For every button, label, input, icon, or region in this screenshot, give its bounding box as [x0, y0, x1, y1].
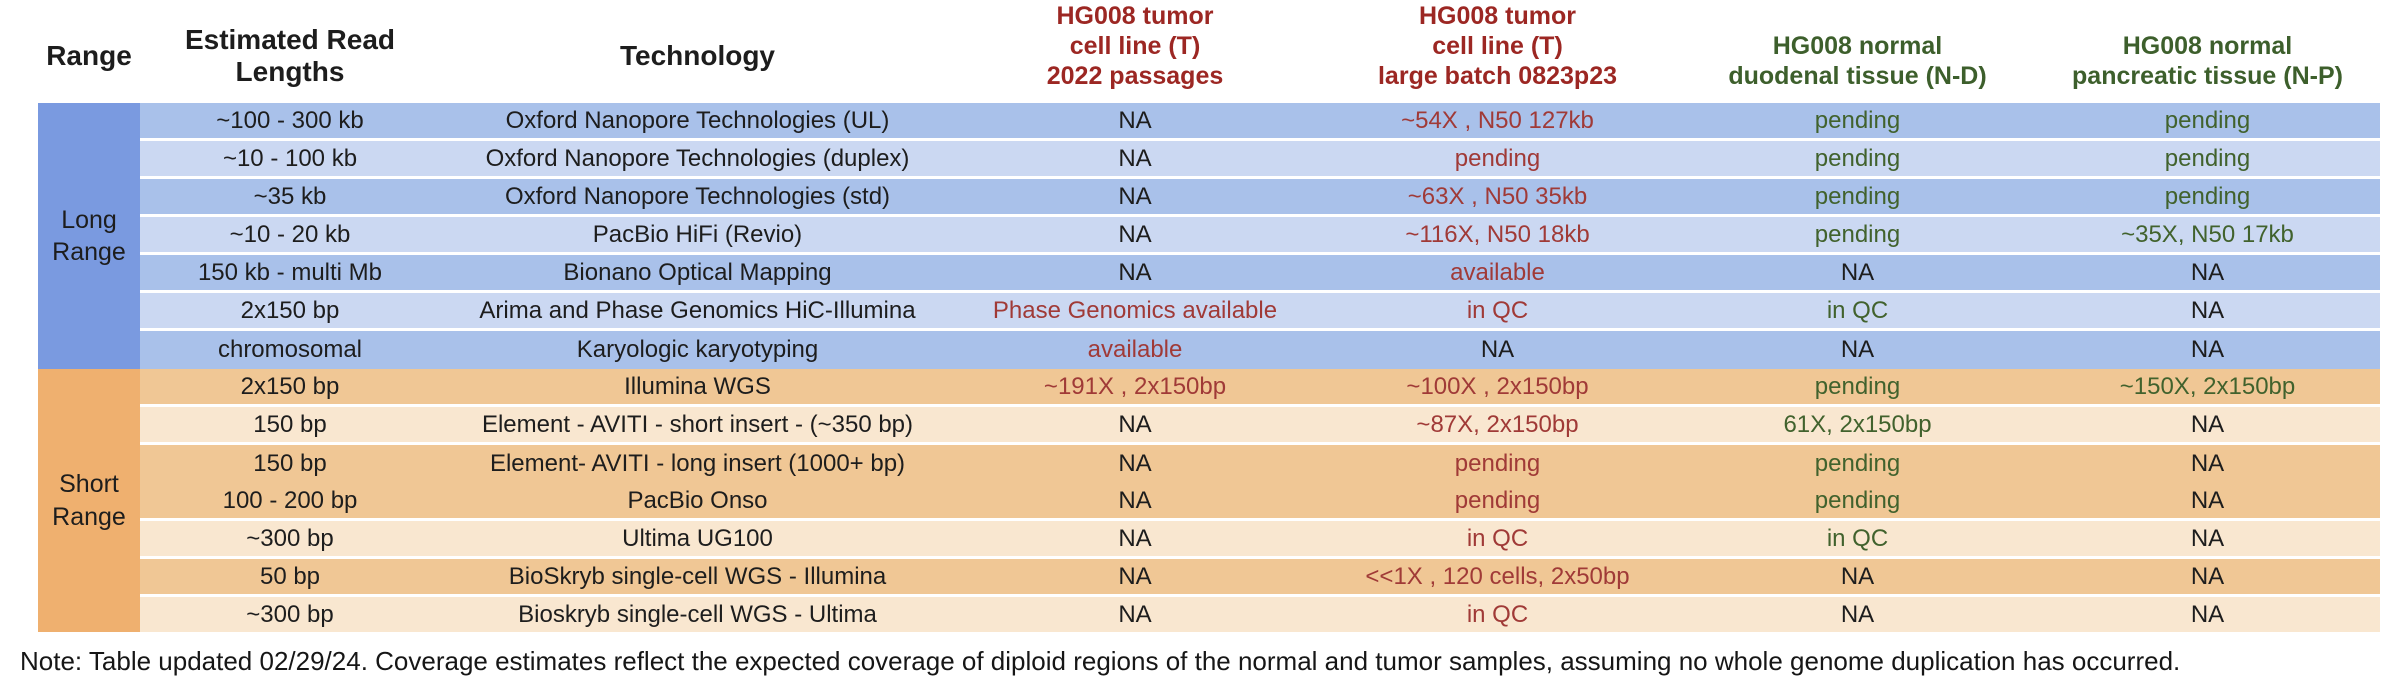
cell-value-n-pancreatic: NA [2035, 483, 2380, 521]
cell-technology: PacBio Onso [440, 483, 955, 521]
cell-value-t-2022-passages: NA [955, 559, 1315, 597]
cell-value-n-duodenal: pending [1680, 103, 2035, 141]
cell-value-t-large-batch-0823p23: ~116X, N50 18kb [1315, 217, 1680, 255]
cell-value-t-large-batch-0823p23: NA [1315, 331, 1680, 369]
col-header-read-lengths: Estimated Read Lengths [140, 8, 440, 103]
cell-value-t-large-batch-0823p23: in QC [1315, 293, 1680, 331]
cell-technology: Ultima UG100 [440, 521, 955, 559]
cell-value-t-2022-passages: ~191X , 2x150bp [955, 369, 1315, 407]
cell-technology: Bioskryb single-cell WGS - Ultima [440, 597, 955, 635]
cell-value-n-pancreatic: pending [2035, 179, 2380, 217]
cell-technology: PacBio HiFi (Revio) [440, 217, 955, 255]
cell-value-t-2022-passages: available [955, 331, 1315, 369]
col-header-normal-duodenal: HG008 normal duodenal tissue (N-D) [1680, 8, 2035, 103]
cell-value-n-duodenal: pending [1680, 445, 2035, 483]
cell-value-n-pancreatic: pending [2035, 103, 2380, 141]
cell-value-t-large-batch-0823p23: pending [1315, 483, 1680, 521]
cell-value-n-duodenal: pending [1680, 179, 2035, 217]
footnote: Note: Table updated 02/29/24. Coverage e… [20, 646, 2181, 676]
cell-value-n-pancreatic: NA [2035, 445, 2380, 483]
cell-value-t-2022-passages: NA [955, 597, 1315, 635]
cell-value-t-large-batch-0823p23: ~54X , N50 127kb [1315, 103, 1680, 141]
cell-technology: Element- AVITI - long insert (1000+ bp) [440, 445, 955, 483]
section-label-long-range: Long Range [38, 103, 140, 369]
cell-read-length: ~35 kb [140, 179, 440, 217]
cell-technology: Oxford Nanopore Technologies (std) [440, 179, 955, 217]
cell-value-n-duodenal: 61X, 2x150bp [1680, 407, 2035, 445]
section-label-short-range: Short Range [38, 369, 140, 635]
col-header-normal-pancreatic: HG008 normal pancreatic tissue (N-P) [2035, 8, 2380, 103]
cell-value-n-duodenal: NA [1680, 559, 2035, 597]
cell-read-length: 150 kb - multi Mb [140, 255, 440, 293]
cell-read-length: ~10 - 100 kb [140, 141, 440, 179]
cell-value-n-pancreatic: NA [2035, 521, 2380, 559]
cell-value-t-large-batch-0823p23: in QC [1315, 597, 1680, 635]
cell-value-t-2022-passages: NA [955, 179, 1315, 217]
cell-value-t-large-batch-0823p23: available [1315, 255, 1680, 293]
cell-value-n-pancreatic: pending [2035, 141, 2380, 179]
cell-value-n-pancreatic: ~150X, 2x150bp [2035, 369, 2380, 407]
cell-technology: Bionano Optical Mapping [440, 255, 955, 293]
cell-value-n-duodenal: NA [1680, 255, 2035, 293]
cell-read-length: ~300 bp [140, 521, 440, 559]
cell-read-length: 2x150 bp [140, 293, 440, 331]
cell-value-n-duodenal: NA [1680, 597, 2035, 635]
cell-value-n-duodenal: in QC [1680, 293, 2035, 331]
cell-read-length: 100 - 200 bp [140, 483, 440, 521]
cell-value-t-large-batch-0823p23: <<1X , 120 cells, 2x50bp [1315, 559, 1680, 597]
cell-read-length: ~100 - 300 kb [140, 103, 440, 141]
cell-value-n-pancreatic: NA [2035, 597, 2380, 635]
cell-technology: Arima and Phase Genomics HiC-Illumina [440, 293, 955, 331]
cell-value-t-2022-passages: NA [955, 255, 1315, 293]
col-header-tumor-large-batch: HG008 tumor cell line (T) large batch 08… [1315, 2, 1680, 103]
cell-value-n-pancreatic: ~35X, N50 17kb [2035, 217, 2380, 255]
cell-value-n-duodenal: pending [1680, 369, 2035, 407]
cell-value-t-2022-passages: NA [955, 141, 1315, 179]
cell-value-n-duodenal: in QC [1680, 521, 2035, 559]
cell-read-length: 150 bp [140, 407, 440, 445]
cell-technology: Karyologic karyotyping [440, 331, 955, 369]
cell-technology: Oxford Nanopore Technologies (duplex) [440, 141, 955, 179]
cell-value-n-pancreatic: NA [2035, 293, 2380, 331]
cell-read-length: ~10 - 20 kb [140, 217, 440, 255]
col-header-tumor-2022: HG008 tumor cell line (T) 2022 passages [955, 2, 1315, 103]
cell-technology: BioSkryb single-cell WGS - Illumina [440, 559, 955, 597]
cell-value-n-pancreatic: NA [2035, 407, 2380, 445]
cell-value-t-2022-passages: Phase Genomics available [955, 293, 1315, 331]
cell-value-t-2022-passages: NA [955, 103, 1315, 141]
cell-value-t-2022-passages: NA [955, 521, 1315, 559]
coverage-table: Range Estimated Read Lengths Technology … [38, 2, 2380, 635]
cell-read-length: 150 bp [140, 445, 440, 483]
cell-value-t-2022-passages: NA [955, 407, 1315, 445]
cell-value-n-pancreatic: NA [2035, 559, 2380, 597]
col-header-range: Range [38, 8, 140, 103]
cell-read-length: 50 bp [140, 559, 440, 597]
cell-technology: Element - AVITI - short insert - (~350 b… [440, 407, 955, 445]
cell-value-n-duodenal: pending [1680, 483, 2035, 521]
cell-value-n-pancreatic: NA [2035, 331, 2380, 369]
cell-value-t-large-batch-0823p23: ~87X, 2x150bp [1315, 407, 1680, 445]
cell-value-n-duodenal: pending [1680, 141, 2035, 179]
cell-value-t-2022-passages: NA [955, 483, 1315, 521]
cell-value-t-large-batch-0823p23: pending [1315, 445, 1680, 483]
cell-value-t-large-batch-0823p23: ~100X , 2x150bp [1315, 369, 1680, 407]
cell-value-t-large-batch-0823p23: in QC [1315, 521, 1680, 559]
cell-read-length: ~300 bp [140, 597, 440, 635]
cell-read-length: chromosomal [140, 331, 440, 369]
cell-technology: Illumina WGS [440, 369, 955, 407]
cell-value-t-large-batch-0823p23: ~63X , N50 35kb [1315, 179, 1680, 217]
cell-value-t-2022-passages: NA [955, 217, 1315, 255]
cell-technology: Oxford Nanopore Technologies (UL) [440, 103, 955, 141]
col-header-technology: Technology [440, 8, 955, 103]
cell-value-n-duodenal: pending [1680, 217, 2035, 255]
cell-value-n-duodenal: NA [1680, 331, 2035, 369]
cell-read-length: 2x150 bp [140, 369, 440, 407]
cell-value-n-pancreatic: NA [2035, 255, 2380, 293]
cell-value-t-2022-passages: NA [955, 445, 1315, 483]
cell-value-t-large-batch-0823p23: pending [1315, 141, 1680, 179]
